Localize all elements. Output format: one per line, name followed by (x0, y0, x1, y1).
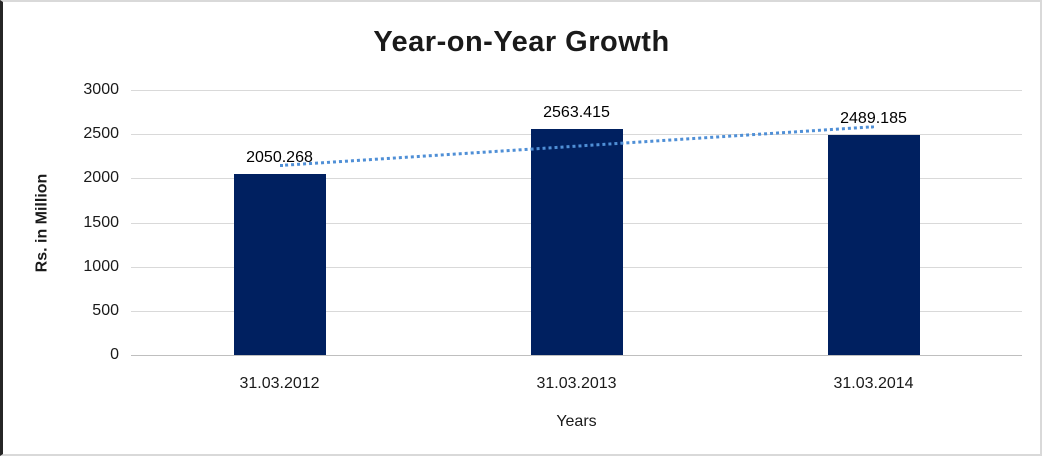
y-tick-label: 2000 (83, 169, 119, 187)
x-tick-label: 31.03.2013 (536, 375, 617, 392)
data-label: 2050.268 (246, 148, 313, 166)
bar-31.03.2013 (530, 128, 623, 355)
bar-31.03.2012 (233, 173, 326, 355)
chart-title: Year-on-Year Growth (373, 26, 670, 58)
gridline-3000 (131, 90, 1022, 91)
y-tick-label: 500 (92, 301, 119, 319)
gridline-0 (131, 355, 1022, 356)
data-label: 2489.185 (840, 110, 907, 128)
y-tick-label: 3000 (83, 81, 119, 98)
y-tick-label: 1000 (83, 257, 119, 275)
bar-31.03.2014 (827, 135, 920, 355)
y-tick-label: 0 (110, 346, 119, 363)
x-tick-label: 31.03.2014 (833, 375, 914, 392)
y-tick-label: 2500 (83, 125, 119, 143)
x-tick-label: 31.03.2012 (239, 375, 320, 392)
x-axis-title: Years (556, 413, 597, 430)
y-tick-label: 1500 (83, 213, 119, 231)
data-label: 2563.415 (543, 103, 610, 121)
